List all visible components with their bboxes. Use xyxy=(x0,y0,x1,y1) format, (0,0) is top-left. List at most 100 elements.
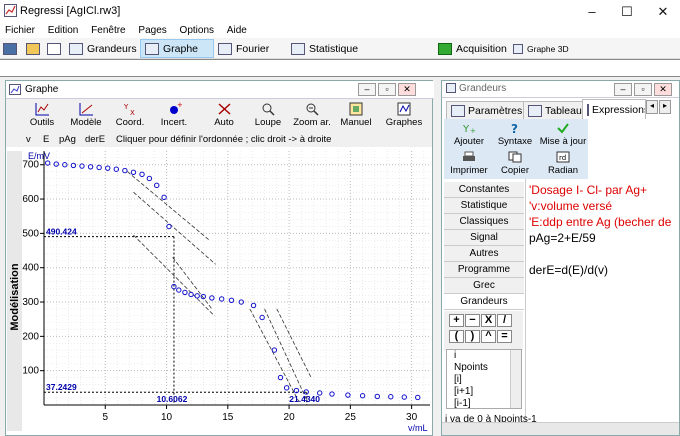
key-plus[interactable]: + xyxy=(449,314,464,327)
key-divide[interactable]: / xyxy=(497,314,512,327)
tab-scroll-left[interactable]: ◂ xyxy=(646,100,658,114)
list-item[interactable]: i xyxy=(454,350,457,361)
data-point[interactable] xyxy=(194,293,200,299)
category-signal[interactable]: Signal xyxy=(444,230,524,246)
data-point[interactable] xyxy=(87,164,94,170)
category-programme[interactable]: Programme xyxy=(444,262,524,278)
category-grec[interactable]: Grec xyxy=(444,278,524,294)
data-point[interactable] xyxy=(53,161,59,167)
menu-edition[interactable]: Edition xyxy=(47,25,79,36)
data-point[interactable] xyxy=(303,389,309,395)
outils-button[interactable]: Outils xyxy=(20,101,64,131)
data-point[interactable] xyxy=(374,393,381,400)
coord-button[interactable]: Y X Coord. xyxy=(108,101,152,131)
data-point[interactable] xyxy=(259,314,265,321)
data-point[interactable] xyxy=(182,289,188,296)
data-point[interactable] xyxy=(139,171,145,178)
data-point[interactable] xyxy=(277,374,284,381)
data-point[interactable] xyxy=(401,394,407,400)
key-multiply[interactable]: X xyxy=(481,314,496,327)
fourier-button[interactable]: Fourier xyxy=(214,39,273,58)
radian-button[interactable]: rd Radian xyxy=(537,151,589,176)
menu-aide[interactable]: Aide xyxy=(226,25,247,36)
data-point[interactable] xyxy=(130,169,137,175)
data-point[interactable] xyxy=(200,293,207,300)
data-point[interactable] xyxy=(271,347,278,353)
var-dere[interactable]: derE xyxy=(85,134,106,145)
tab-parametres[interactable]: Paramètres xyxy=(446,101,528,119)
data-point[interactable] xyxy=(113,166,119,172)
data-point[interactable] xyxy=(166,223,172,230)
graphe3d-button[interactable]: Graphe 3D xyxy=(509,39,573,58)
swap-button[interactable] xyxy=(45,39,63,58)
open-button[interactable] xyxy=(24,39,42,58)
data-point[interactable] xyxy=(228,297,235,304)
acquisition-button[interactable]: Acquisition xyxy=(434,39,511,58)
grandeurs-button[interactable]: Grandeurs xyxy=(65,39,141,58)
category-classiques[interactable]: Classiques xyxy=(444,214,524,230)
data-point[interactable] xyxy=(359,393,366,399)
grandeurs-minimize-icon[interactable]: – xyxy=(614,83,632,96)
menu-fichier[interactable]: Fichier xyxy=(5,25,36,36)
maximize-icon[interactable]: ☐ xyxy=(621,4,633,19)
expression-editor[interactable] xyxy=(525,179,679,435)
var-v[interactable]: v xyxy=(26,134,31,145)
key-close-paren[interactable]: ) xyxy=(465,330,480,343)
copier-button[interactable]: Copier xyxy=(489,151,541,176)
data-point[interactable] xyxy=(250,302,257,309)
data-points[interactable] xyxy=(44,160,421,401)
data-point[interactable] xyxy=(171,283,177,290)
graphe-minimize-icon[interactable]: – xyxy=(358,83,376,96)
data-point[interactable] xyxy=(218,296,225,302)
var-pag[interactable]: pAg xyxy=(59,134,76,145)
category-grandeurs[interactable]: Grandeurs xyxy=(444,294,524,310)
list-item[interactable]: Npoints xyxy=(454,362,488,373)
var-e[interactable]: E xyxy=(43,134,50,145)
graphes-button[interactable]: Graphes xyxy=(382,101,426,131)
data-point[interactable] xyxy=(70,162,77,169)
list-item[interactable]: [i-1] xyxy=(454,398,471,409)
key-open-paren[interactable]: ( xyxy=(449,330,464,343)
list-item[interactable]: [i+1] xyxy=(454,386,474,397)
data-point[interactable] xyxy=(317,390,323,396)
horizontal-scrollbar[interactable] xyxy=(442,422,679,435)
data-point[interactable] xyxy=(154,182,160,189)
data-point[interactable] xyxy=(62,162,68,168)
statistique-button[interactable]: Statistique xyxy=(287,39,362,58)
loupe-button[interactable]: Loupe xyxy=(246,101,290,131)
grandeurs-restore-icon[interactable]: ▫ xyxy=(634,83,652,96)
graphe-button[interactable]: Graphe xyxy=(140,39,214,58)
close-icon[interactable]: ✕ xyxy=(657,4,669,19)
data-point[interactable] xyxy=(146,175,153,182)
data-point[interactable] xyxy=(79,163,85,169)
modele-button[interactable]: Modèle xyxy=(64,101,108,131)
data-point[interactable] xyxy=(238,299,244,305)
key-equals[interactable]: = xyxy=(497,330,512,343)
tab-scroll-right[interactable]: ▸ xyxy=(659,100,671,114)
incert-button[interactable]: + Incert. xyxy=(152,101,196,131)
imprimer-button[interactable]: Imprimer xyxy=(443,151,495,176)
mise-a-jour-button[interactable]: Mise à jour xyxy=(537,122,589,147)
graphe-close-icon[interactable]: ✕ xyxy=(398,83,416,96)
ajouter-button[interactable]: Y + Ajouter xyxy=(443,122,495,147)
menu-pages[interactable]: Pages xyxy=(138,25,167,36)
data-point[interactable] xyxy=(44,160,51,166)
graphe-restore-icon[interactable]: ▫ xyxy=(378,83,396,96)
list-scrollbar[interactable] xyxy=(510,350,521,408)
zoom-arriere-button[interactable]: Zoom ar. xyxy=(290,101,334,131)
grandeurs-close-icon[interactable]: ✕ xyxy=(654,83,672,96)
category-statistique[interactable]: Statistique xyxy=(444,198,524,214)
list-item[interactable]: [i] xyxy=(454,374,462,385)
menu-fenetre[interactable]: Fenêtre xyxy=(91,25,126,36)
data-point[interactable] xyxy=(283,385,290,391)
syntaxe-button[interactable]: ? Syntaxe xyxy=(489,122,541,147)
category-autres[interactable]: Autres xyxy=(444,246,524,262)
minimize-icon[interactable]: – xyxy=(588,4,596,19)
save-button[interactable] xyxy=(1,39,19,58)
plot-area[interactable]: Modélisation 490.424 37.2429 10.6062 21.434… xyxy=(6,147,432,435)
data-point[interactable] xyxy=(96,164,102,171)
data-point[interactable] xyxy=(188,291,194,298)
manuel-button[interactable]: Manuel xyxy=(334,101,378,131)
data-point[interactable] xyxy=(209,295,215,301)
variable-list[interactable]: i Npoints [i] [i+1] [i-1] xyxy=(446,349,522,409)
